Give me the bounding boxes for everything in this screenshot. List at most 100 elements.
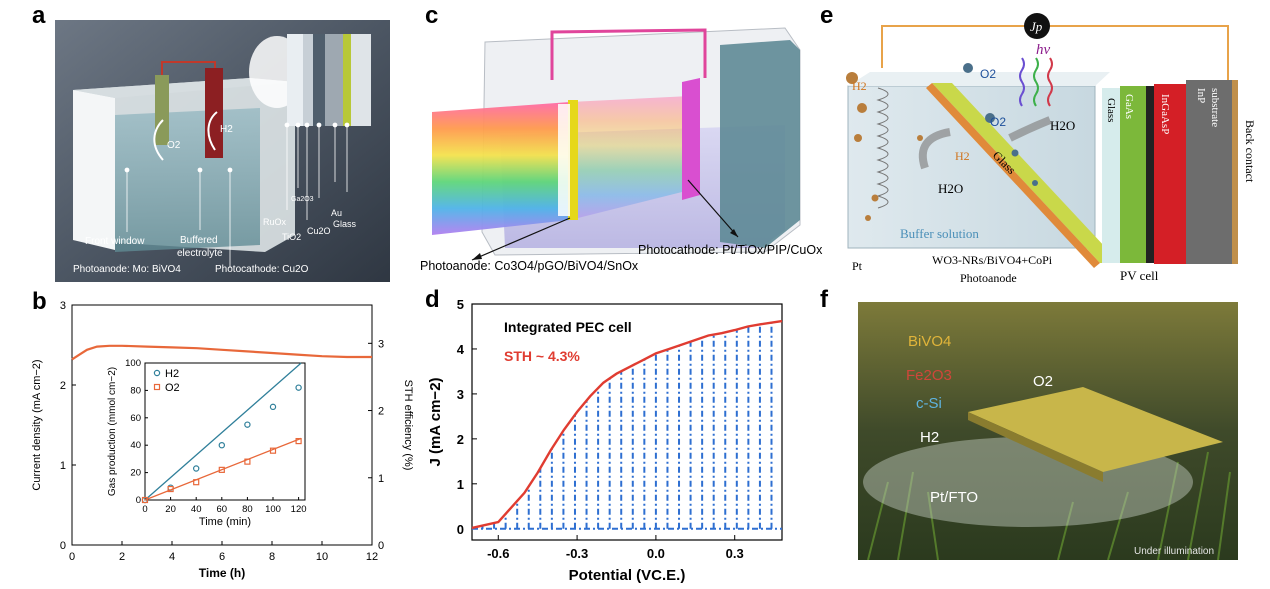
inset-x-tick-label: 0 bbox=[142, 504, 147, 515]
pt-label: Pt bbox=[852, 259, 863, 273]
x-tick-label: 0.3 bbox=[726, 546, 744, 561]
photocathode-label: Photocathode: Cu2O bbox=[215, 264, 309, 275]
x-tick-label: 0.0 bbox=[647, 546, 665, 561]
o2-top-label: O2 bbox=[980, 67, 996, 81]
inset-point-O2 bbox=[193, 479, 200, 486]
hv-label: hν bbox=[1036, 42, 1051, 58]
h2-label: H2 bbox=[220, 124, 233, 135]
x-tick-label: 4 bbox=[169, 551, 175, 563]
h2-mid-label: H2 bbox=[955, 149, 970, 163]
current-density-line bbox=[71, 344, 372, 361]
panel-label-f: f bbox=[820, 286, 828, 313]
ingaasp-label: InGaAsP bbox=[1159, 94, 1171, 134]
cu2o-label: Cu2O bbox=[307, 226, 331, 236]
buffered-label: Buffered bbox=[180, 235, 218, 246]
o2-label: O2 bbox=[167, 140, 181, 151]
chart-title: Integrated PEC cell bbox=[504, 319, 632, 335]
gaas-label: GaAs bbox=[1123, 94, 1135, 119]
glass-vert-label: Glass bbox=[1105, 98, 1117, 122]
plot-frame bbox=[471, 303, 783, 541]
h2o-mid-label: H2O bbox=[938, 181, 963, 196]
y-tick-label: 3 bbox=[60, 300, 66, 312]
y-right-tick-label: 0 bbox=[378, 540, 384, 552]
legend-marker-H2 bbox=[153, 369, 161, 377]
inset-x-tick-label: 60 bbox=[217, 504, 228, 515]
y-tick-label: 3 bbox=[457, 387, 464, 402]
panel-label-a: a bbox=[32, 2, 46, 29]
photoanode-label: Photoanode: Mo: BiVO4 bbox=[73, 264, 181, 275]
inset-point-O2 bbox=[167, 485, 174, 493]
y-tick-label: 5 bbox=[457, 297, 464, 312]
y-tick-label: 4 bbox=[457, 342, 465, 357]
x-tick-label: 6 bbox=[219, 551, 225, 563]
inset-point-H2 bbox=[244, 421, 251, 428]
h2-left-label: H2 bbox=[852, 79, 867, 93]
x-tick-label: 10 bbox=[316, 551, 328, 563]
jp-label: Jp bbox=[1030, 19, 1043, 34]
y-axis-label: Current density (mA cm−2) bbox=[31, 359, 43, 490]
x-tick-label: 8 bbox=[269, 551, 275, 563]
inset-y-tick-label: 100 bbox=[125, 358, 141, 369]
fe2o3-label: Fe2O3 bbox=[906, 367, 952, 384]
ga2o3-label: Ga2O3 bbox=[291, 196, 314, 203]
photoanode-line2-label: Photoanode bbox=[960, 271, 1017, 285]
x-axis-label: Time (h) bbox=[199, 566, 245, 580]
y-right-tick-label: 2 bbox=[378, 406, 384, 418]
inset-x-tick-label: 40 bbox=[191, 504, 202, 515]
inset-fit-line-H2 bbox=[144, 362, 302, 501]
inset-frame bbox=[144, 362, 306, 501]
x-tick-label: 0 bbox=[69, 551, 75, 563]
y-right-tick-label: 1 bbox=[378, 473, 384, 485]
bivo4-label: BiVO4 bbox=[908, 333, 951, 350]
y-tick-label: 0 bbox=[60, 540, 66, 552]
inset-x-tick-label: 20 bbox=[165, 504, 176, 515]
x-tick-label: 2 bbox=[119, 551, 125, 563]
inset-x-axis-label: Time (min) bbox=[199, 516, 251, 528]
ptfto-label: Pt/FTO bbox=[930, 489, 978, 506]
device-plate bbox=[968, 387, 1223, 472]
under-illumination-label: Under illumination bbox=[1134, 546, 1214, 557]
inp-label: InP bbox=[1195, 88, 1207, 103]
y-tick-label: 0 bbox=[457, 522, 464, 537]
photoanode-electrode bbox=[568, 100, 578, 220]
panel-label-c: c bbox=[425, 2, 439, 29]
inset-point-O2 bbox=[141, 496, 149, 504]
chart-d: -0.6 -0.3 0.0 0.3 0 1 2 3 4 5 Potential (VC.E.) J (… bbox=[427, 297, 783, 584]
x-tick-label: 12 bbox=[366, 551, 378, 563]
panel-c-illustration: Photoanode: Co3O4/pGO/BiVO4/SnOx Photoca… bbox=[420, 27, 823, 273]
light-jv-curve bbox=[471, 319, 783, 530]
inset-x-tick-label: 80 bbox=[242, 504, 253, 515]
y-axis-label: J (mA cm−2) bbox=[427, 377, 444, 466]
back-contact-label: Back contact bbox=[1243, 120, 1257, 183]
pv-cell-label: PV cell bbox=[1120, 268, 1159, 283]
panel-label-e: e bbox=[820, 2, 834, 29]
y-tick-label: 2 bbox=[457, 432, 464, 447]
inset-point-H2 bbox=[218, 441, 225, 449]
inset-point-H2 bbox=[192, 465, 200, 472]
inset-x-tick-label: 120 bbox=[291, 504, 307, 515]
csi-label: c-Si bbox=[916, 395, 942, 412]
au-label: Au bbox=[331, 208, 342, 218]
y-right-axis-label: STH efficiency (%) bbox=[402, 380, 414, 471]
inset-point-O2 bbox=[295, 437, 302, 445]
legend-marker-O2 bbox=[153, 383, 161, 391]
inset-point-O2 bbox=[244, 458, 251, 465]
x-axis-label: Potential (VC.E.) bbox=[569, 567, 686, 584]
inset-point-H2 bbox=[295, 384, 302, 391]
inset-y-tick-label: 80 bbox=[130, 385, 141, 396]
inset-y-tick-label: 60 bbox=[130, 413, 141, 424]
o2-mid-label: O2 bbox=[990, 115, 1006, 129]
y-tick-label: 1 bbox=[457, 477, 464, 492]
photoanode-plate bbox=[155, 75, 169, 145]
tio2-label: TiO2 bbox=[282, 232, 301, 242]
inset-point-O2 bbox=[218, 466, 225, 473]
h2o-top-label: H2O bbox=[1050, 118, 1075, 133]
inset-point-O2 bbox=[269, 447, 277, 454]
photocathode-caption: Photocathode: Pt/TiOx/PIP/CuOx bbox=[638, 243, 823, 257]
inset-point-H2 bbox=[269, 403, 277, 411]
photoanode-caption: Photoanode: Co3O4/pGO/BiVO4/SnOx bbox=[420, 259, 639, 273]
legend-label-H2: H2 bbox=[165, 368, 179, 380]
h2-photo-label: H2 bbox=[920, 429, 939, 446]
inset-y-tick-label: 20 bbox=[130, 468, 141, 479]
